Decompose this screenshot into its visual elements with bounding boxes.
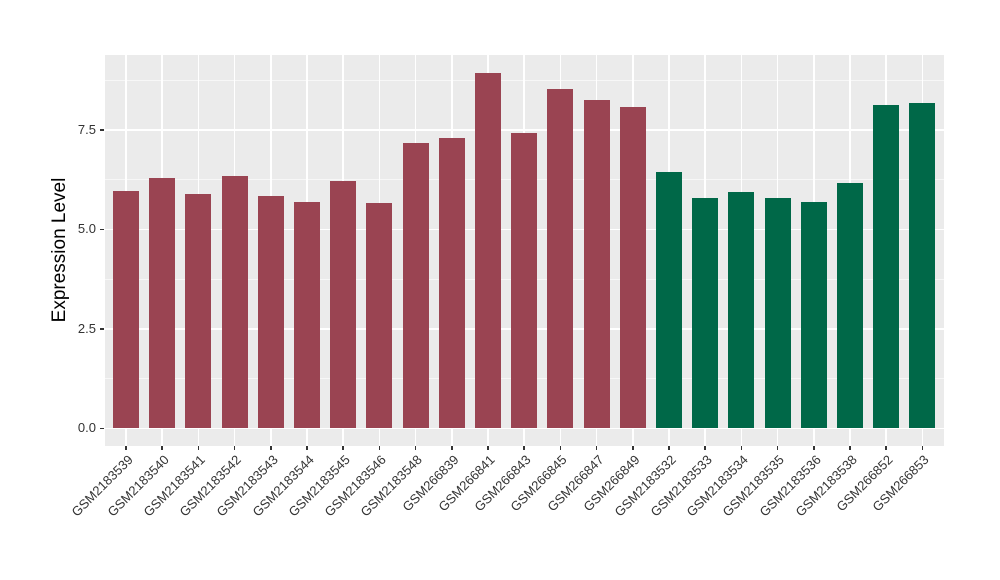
- x-axis-tick: [885, 446, 887, 450]
- bar: [475, 73, 501, 429]
- x-axis-tick: [668, 446, 670, 450]
- y-tick-label: 2.5: [77, 320, 96, 336]
- y-tick-label: 0.0: [77, 420, 96, 436]
- x-axis-tick: [161, 446, 163, 450]
- bar: [656, 172, 682, 429]
- bar: [257, 196, 284, 429]
- bar: [438, 138, 465, 429]
- x-axis-tick: [270, 446, 272, 450]
- x-axis-tick: [342, 446, 344, 450]
- x-axis-tick: [559, 446, 562, 450]
- bar: [873, 104, 900, 429]
- x-axis-tick: [233, 446, 236, 450]
- bar: [547, 89, 574, 429]
- bar: [800, 202, 827, 429]
- x-axis-tick: [523, 446, 525, 450]
- y-axis-tick: [100, 129, 104, 131]
- x-axis-tick: [487, 446, 489, 450]
- bar: [909, 103, 936, 429]
- plot-panel: [105, 55, 944, 446]
- y-axis-title: Expression Level: [49, 177, 70, 323]
- bar: [149, 178, 176, 429]
- x-axis-tick: [414, 446, 417, 450]
- y-axis-tick: [100, 228, 104, 231]
- bar: [402, 142, 429, 429]
- x-axis-tick: [849, 446, 851, 450]
- x-axis-tick: [740, 446, 743, 450]
- bar: [221, 175, 248, 429]
- bar: [837, 183, 863, 429]
- x-axis-tick: [451, 446, 453, 450]
- bar: [511, 132, 538, 429]
- x-axis-tick: [595, 446, 598, 450]
- bar: [764, 197, 791, 429]
- x-axis-tick: [306, 446, 308, 450]
- bar: [366, 202, 393, 429]
- bar: [330, 180, 357, 429]
- bar: [185, 194, 212, 429]
- x-axis-tick: [197, 446, 200, 450]
- x-axis-tick: [921, 446, 924, 450]
- bar: [692, 198, 719, 429]
- y-tick-label: 7.5: [77, 122, 96, 138]
- x-axis-tick: [378, 446, 381, 450]
- x-axis-tick: [632, 446, 634, 450]
- x-tick-label: GSM2183539: [68, 452, 136, 520]
- x-axis-tick: [776, 446, 779, 450]
- x-axis-tick: [813, 446, 815, 450]
- bar: [728, 192, 755, 429]
- y-axis-tick: [100, 328, 104, 330]
- bar: [294, 201, 320, 429]
- x-axis-tick: [704, 446, 706, 450]
- y-axis-tick: [100, 427, 104, 430]
- bar: [619, 106, 646, 429]
- y-tick-label: 5.0: [77, 221, 96, 237]
- x-axis-tick: [125, 446, 127, 450]
- bar: [583, 100, 610, 429]
- bar: [113, 190, 139, 429]
